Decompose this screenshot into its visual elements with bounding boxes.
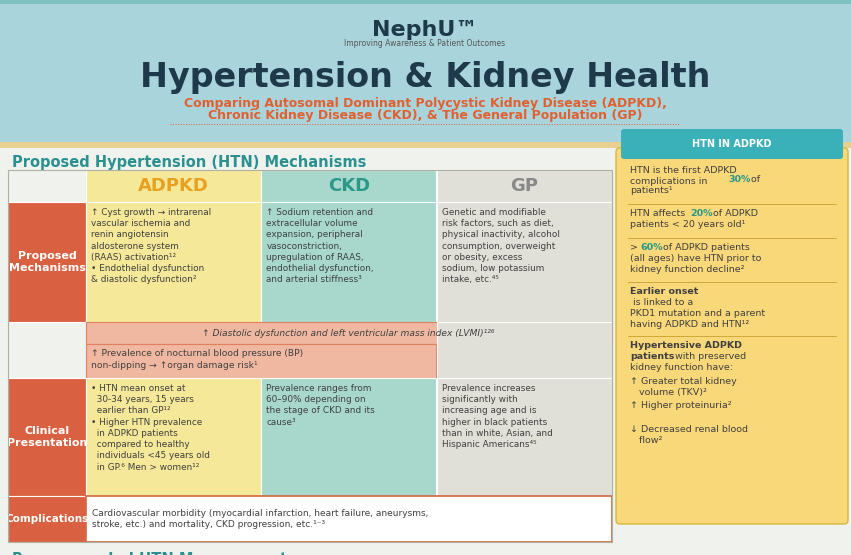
FancyBboxPatch shape [621,129,843,159]
Text: Proposed
Mechanisms: Proposed Mechanisms [9,251,85,273]
Bar [86,344,437,378]
Text: • HTN mean onset at
  30-34 years, 15 years
  earlier than GP¹²
• Higher HTN pre: • HTN mean onset at 30-34 years, 15 year… [91,384,210,472]
Text: ↓ Decreased renal blood
   flow²: ↓ Decreased renal blood flow² [630,425,748,445]
Bar [8,202,86,322]
Bar [8,170,612,542]
Bar [261,202,437,322]
Text: >: > [630,243,641,252]
Text: ↑ Diastolic dysfunction and left ventricular mass index (LVMI)¹²⁶: ↑ Diastolic dysfunction and left ventric… [203,329,495,337]
Text: ↑ Greater total kidney
   volume (TKV)²: ↑ Greater total kidney volume (TKV)² [630,377,737,397]
Text: NephU™: NephU™ [372,20,477,40]
Text: Comparing Autosomal Dominant Polycystic Kidney Disease (ADPKD),: Comparing Autosomal Dominant Polycystic … [184,97,666,109]
Text: having ADPKD and HTN¹²: having ADPKD and HTN¹² [630,320,749,329]
Text: Genetic and modifiable
risk factors, such as diet,
physical inactivity, alcohol
: Genetic and modifiable risk factors, suc… [442,208,560,285]
Text: of ADPKD: of ADPKD [710,209,758,218]
Bar [86,202,261,322]
Text: (all ages) have HTN prior to: (all ages) have HTN prior to [630,254,762,263]
Text: HTN is the first ADPKD
complications in: HTN is the first ADPKD complications in [630,166,737,186]
Text: patients: patients [630,352,674,361]
Text: Recommended HTN Management: Recommended HTN Management [12,552,287,555]
Bar [8,378,86,496]
Text: ↑ Higher proteinuria²: ↑ Higher proteinuria² [630,401,732,410]
Bar [437,170,612,202]
Text: Proposed Hypertension (HTN) Mechanisms: Proposed Hypertension (HTN) Mechanisms [12,155,367,170]
Text: ↑ Sodium retention and
extracellular volume
expansion, peripheral
vasoconstricti: ↑ Sodium retention and extracellular vol… [266,208,374,285]
Text: kidney function decline²: kidney function decline² [630,265,745,274]
Bar [86,378,261,496]
Text: HTN affects: HTN affects [630,209,688,218]
Bar [86,170,261,202]
Bar [261,378,437,496]
Text: ADPKD: ADPKD [138,177,209,195]
Bar [437,322,612,378]
Bar [437,378,612,496]
Text: of ADPKD patients: of ADPKD patients [660,243,750,252]
Text: of: of [748,175,760,184]
Text: kidney function have:: kidney function have: [630,363,733,372]
Bar [8,496,86,542]
FancyBboxPatch shape [616,148,848,524]
Text: Earlier onset: Earlier onset [630,287,699,296]
Text: patients < 20 years old¹: patients < 20 years old¹ [630,220,745,229]
Bar [0,0,851,148]
Bar [86,322,612,344]
Text: patients¹: patients¹ [630,186,672,195]
Text: PKD1 mutation and a parent: PKD1 mutation and a parent [630,309,765,318]
Bar [0,0,851,4]
Text: Improving Awareness & Patient Outcomes: Improving Awareness & Patient Outcomes [345,39,505,48]
Text: Chronic Kidney Disease (CKD), & The General Population (GP): Chronic Kidney Disease (CKD), & The Gene… [208,109,643,123]
Text: is linked to a: is linked to a [630,298,694,307]
Bar [437,202,612,322]
Text: 30%: 30% [728,175,751,184]
Bar [261,170,437,202]
Text: Hypertension & Kidney Health: Hypertension & Kidney Health [140,62,711,94]
Text: GP: GP [511,177,539,195]
Text: 20%: 20% [690,209,712,218]
Text: ↑ Prevalence of nocturnal blood pressure (BP): ↑ Prevalence of nocturnal blood pressure… [91,349,303,358]
Text: Complications: Complications [5,514,89,524]
Bar [86,496,612,542]
Text: ↑ Cyst growth → intrarenal
vascular ischemia and
renin angiotensin
aldosterone s: ↑ Cyst growth → intrarenal vascular isch… [91,208,211,285]
Text: non-dipping → ↑organ damage risk¹: non-dipping → ↑organ damage risk¹ [91,361,258,370]
Text: HTN IN ADPKD: HTN IN ADPKD [692,139,772,149]
Text: with preserved: with preserved [672,352,746,361]
Text: 60%: 60% [640,243,662,252]
Bar [0,148,851,555]
Text: Prevalence ranges from
60–90% depending on
the stage of CKD and its
cause³: Prevalence ranges from 60–90% depending … [266,384,375,427]
Text: CKD: CKD [328,177,370,195]
Bar [0,142,851,148]
Text: Hypertensive ADPKD: Hypertensive ADPKD [630,341,742,350]
Text: Clinical
Presentation: Clinical Presentation [7,426,87,448]
Text: Prevalence increases
significantly with
increasing age and is
higher in black pa: Prevalence increases significantly with … [442,384,552,449]
Text: Cardiovascular morbidity (myocardial infarction, heart failure, aneurysms,
strok: Cardiovascular morbidity (myocardial inf… [92,508,428,529]
